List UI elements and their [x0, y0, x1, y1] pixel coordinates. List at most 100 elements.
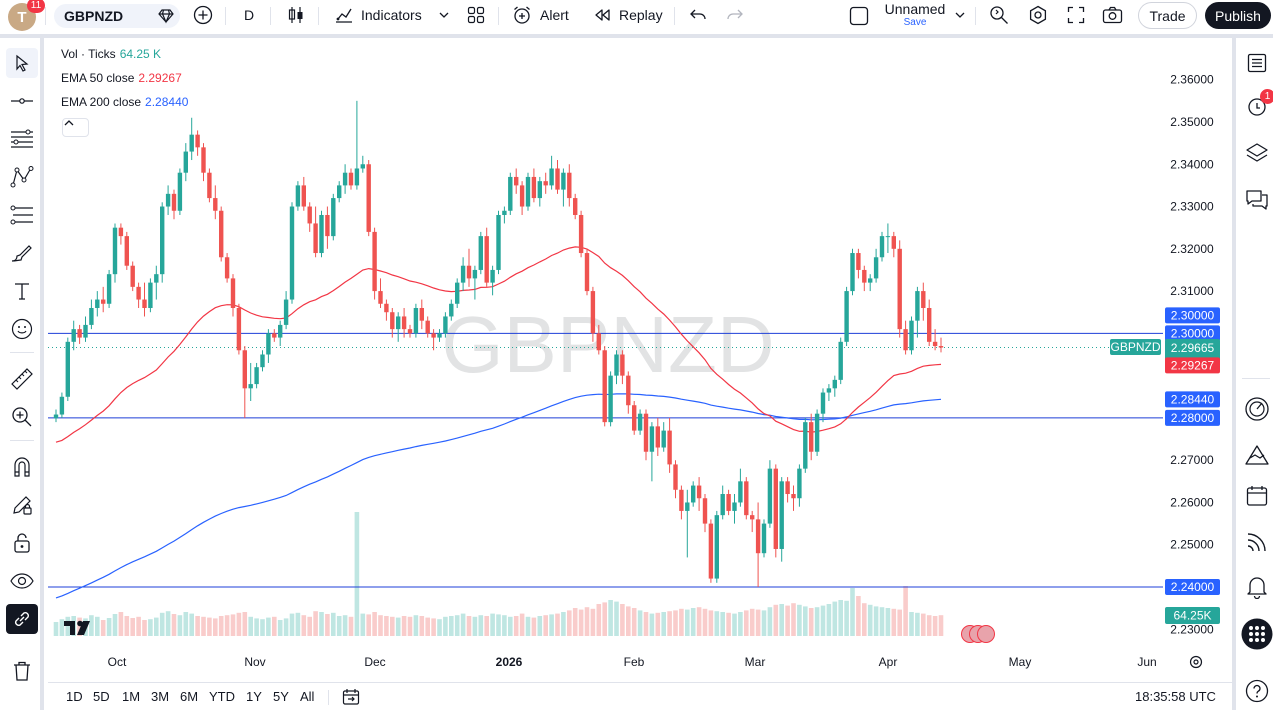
tradingview-logo-icon[interactable] — [64, 620, 96, 636]
emoji-tool[interactable] — [6, 314, 38, 344]
object-tree-button[interactable] — [1241, 138, 1273, 168]
pattern-tool[interactable] — [6, 162, 38, 192]
volume-bar — [814, 607, 820, 636]
volume-bar — [148, 619, 153, 636]
cursor-tool[interactable] — [6, 48, 38, 78]
lines-tool[interactable] — [6, 124, 38, 154]
candle-body — [832, 379, 837, 389]
candle — [938, 337, 944, 353]
help-button[interactable] — [1241, 676, 1273, 706]
candle-body — [514, 176, 519, 186]
candle — [696, 477, 702, 511]
utc-clock[interactable]: 18:35:58 UTC — [1135, 689, 1216, 704]
volume-bar — [667, 611, 672, 636]
collapse-legend-button[interactable] — [62, 118, 89, 137]
camera-snapshot-icon[interactable] — [1102, 6, 1123, 24]
candle — [360, 155, 365, 173]
remove-drawings-tool[interactable] — [6, 656, 38, 686]
volume-legend[interactable]: Vol · Ticks 64.25 K — [61, 47, 161, 61]
candle-body — [484, 236, 489, 283]
candle-body — [124, 236, 129, 266]
text-tool[interactable] — [6, 276, 38, 306]
candle — [337, 181, 342, 203]
axis-settings-gear-icon[interactable] — [1188, 654, 1204, 670]
candle-body — [732, 502, 737, 511]
replay-label: Replay — [619, 7, 663, 23]
range-1m-button[interactable]: 1M — [122, 689, 141, 704]
magnet-tool[interactable] — [6, 452, 38, 482]
chats-button[interactable] — [1241, 184, 1273, 214]
range-6m-button[interactable]: 6M — [180, 689, 199, 704]
undo-icon[interactable] — [689, 7, 707, 23]
candle-body — [555, 168, 560, 190]
layout-square-icon[interactable] — [849, 6, 869, 26]
candles-chart-type-icon[interactable] — [286, 5, 306, 25]
stay-in-drawing-tool[interactable] — [6, 490, 38, 520]
lock-drawings-tool[interactable] — [6, 528, 38, 558]
chart-canvas[interactable]: GBPNZD Oct Nov Dec 2026 Feb Mar Apr May Jun 2.36… — [48, 38, 1228, 678]
range-3m-button[interactable]: 3M — [151, 689, 170, 704]
candle — [472, 265, 478, 300]
trend-line-tool[interactable] — [6, 86, 38, 116]
candle-body — [714, 515, 719, 579]
candle — [626, 371, 631, 414]
volume-bar — [873, 606, 879, 636]
sync-drawings-tool[interactable] — [6, 604, 38, 634]
alert-button[interactable]: Alert — [512, 0, 569, 30]
ema200-legend[interactable]: EMA 200 close 2.28440 — [61, 95, 188, 109]
chart-pane[interactable]: GBPNZD Oct Nov Dec 2026 Feb Mar Apr May Jun 2.36… — [48, 38, 1228, 678]
redo-icon[interactable] — [726, 7, 744, 23]
range-ytd-button[interactable]: YTD — [209, 689, 235, 704]
watchlist-button[interactable] — [1241, 48, 1273, 78]
volume-legend-label: Vol · Ticks — [61, 47, 116, 61]
compare-add-icon[interactable] — [193, 5, 213, 25]
candle-body — [142, 299, 147, 308]
trade-button[interactable]: Trade — [1138, 2, 1197, 29]
range-1y-button[interactable]: 1Y — [246, 689, 262, 704]
brush-tool[interactable] — [6, 238, 38, 268]
hide-drawings-tool[interactable] — [6, 566, 38, 596]
news-stream-button[interactable] — [1241, 527, 1273, 557]
chevron-down-icon[interactable] — [954, 10, 966, 20]
candle-body — [779, 481, 784, 549]
ema50-tag-bg — [1165, 357, 1220, 374]
quick-search-icon[interactable] — [989, 5, 1009, 25]
candle — [313, 206, 318, 258]
layout-save: Save — [903, 17, 927, 28]
replay-button[interactable]: Replay — [593, 0, 663, 30]
range-5y-button[interactable]: 5Y — [273, 689, 289, 704]
symbol-search[interactable]: GBPNZD — [54, 4, 180, 28]
settings-gear-icon[interactable] — [1028, 5, 1048, 25]
alerts-button[interactable] — [1241, 91, 1273, 121]
candle-body — [862, 269, 867, 283]
indicators-button[interactable]: Indicators — [334, 0, 422, 30]
zoom-tool[interactable] — [6, 402, 38, 432]
range-5d-button[interactable]: 5D — [93, 689, 110, 704]
candle — [685, 489, 690, 558]
candle-body — [643, 413, 649, 452]
measure-tool[interactable] — [6, 364, 38, 394]
notifications-button[interactable] — [1241, 572, 1273, 602]
date-range-calendar-icon[interactable] — [342, 688, 360, 706]
ideas-button[interactable] — [1241, 440, 1273, 470]
fullscreen-icon[interactable] — [1067, 6, 1085, 24]
apps-menu-button[interactable] — [1241, 618, 1273, 650]
range-1d-button[interactable]: 1D — [66, 689, 83, 704]
candle-body — [460, 265, 466, 283]
templates-grid-icon[interactable] — [467, 6, 485, 24]
price-tags-layer: 2.300002.300002.2966502:24:01GBPNZD2.292… — [1110, 307, 1220, 624]
chevron-down-icon[interactable] — [438, 10, 450, 20]
diamond-icon[interactable] — [158, 8, 174, 24]
events-flags[interactable] — [961, 625, 997, 644]
layout-name[interactable]: Unnamed Save — [880, 2, 950, 29]
ema50-legend[interactable]: EMA 50 close 2.29267 — [61, 71, 182, 85]
range-all-button[interactable]: All — [300, 689, 315, 704]
candle — [856, 248, 861, 279]
candle — [396, 312, 401, 342]
technicals-button[interactable] — [1241, 394, 1273, 424]
publish-button[interactable]: Publish — [1205, 2, 1271, 29]
volume-bar — [519, 613, 525, 636]
interval-button[interactable]: D — [244, 0, 254, 30]
fib-tool[interactable] — [6, 200, 38, 230]
calendar-button[interactable] — [1241, 481, 1273, 511]
